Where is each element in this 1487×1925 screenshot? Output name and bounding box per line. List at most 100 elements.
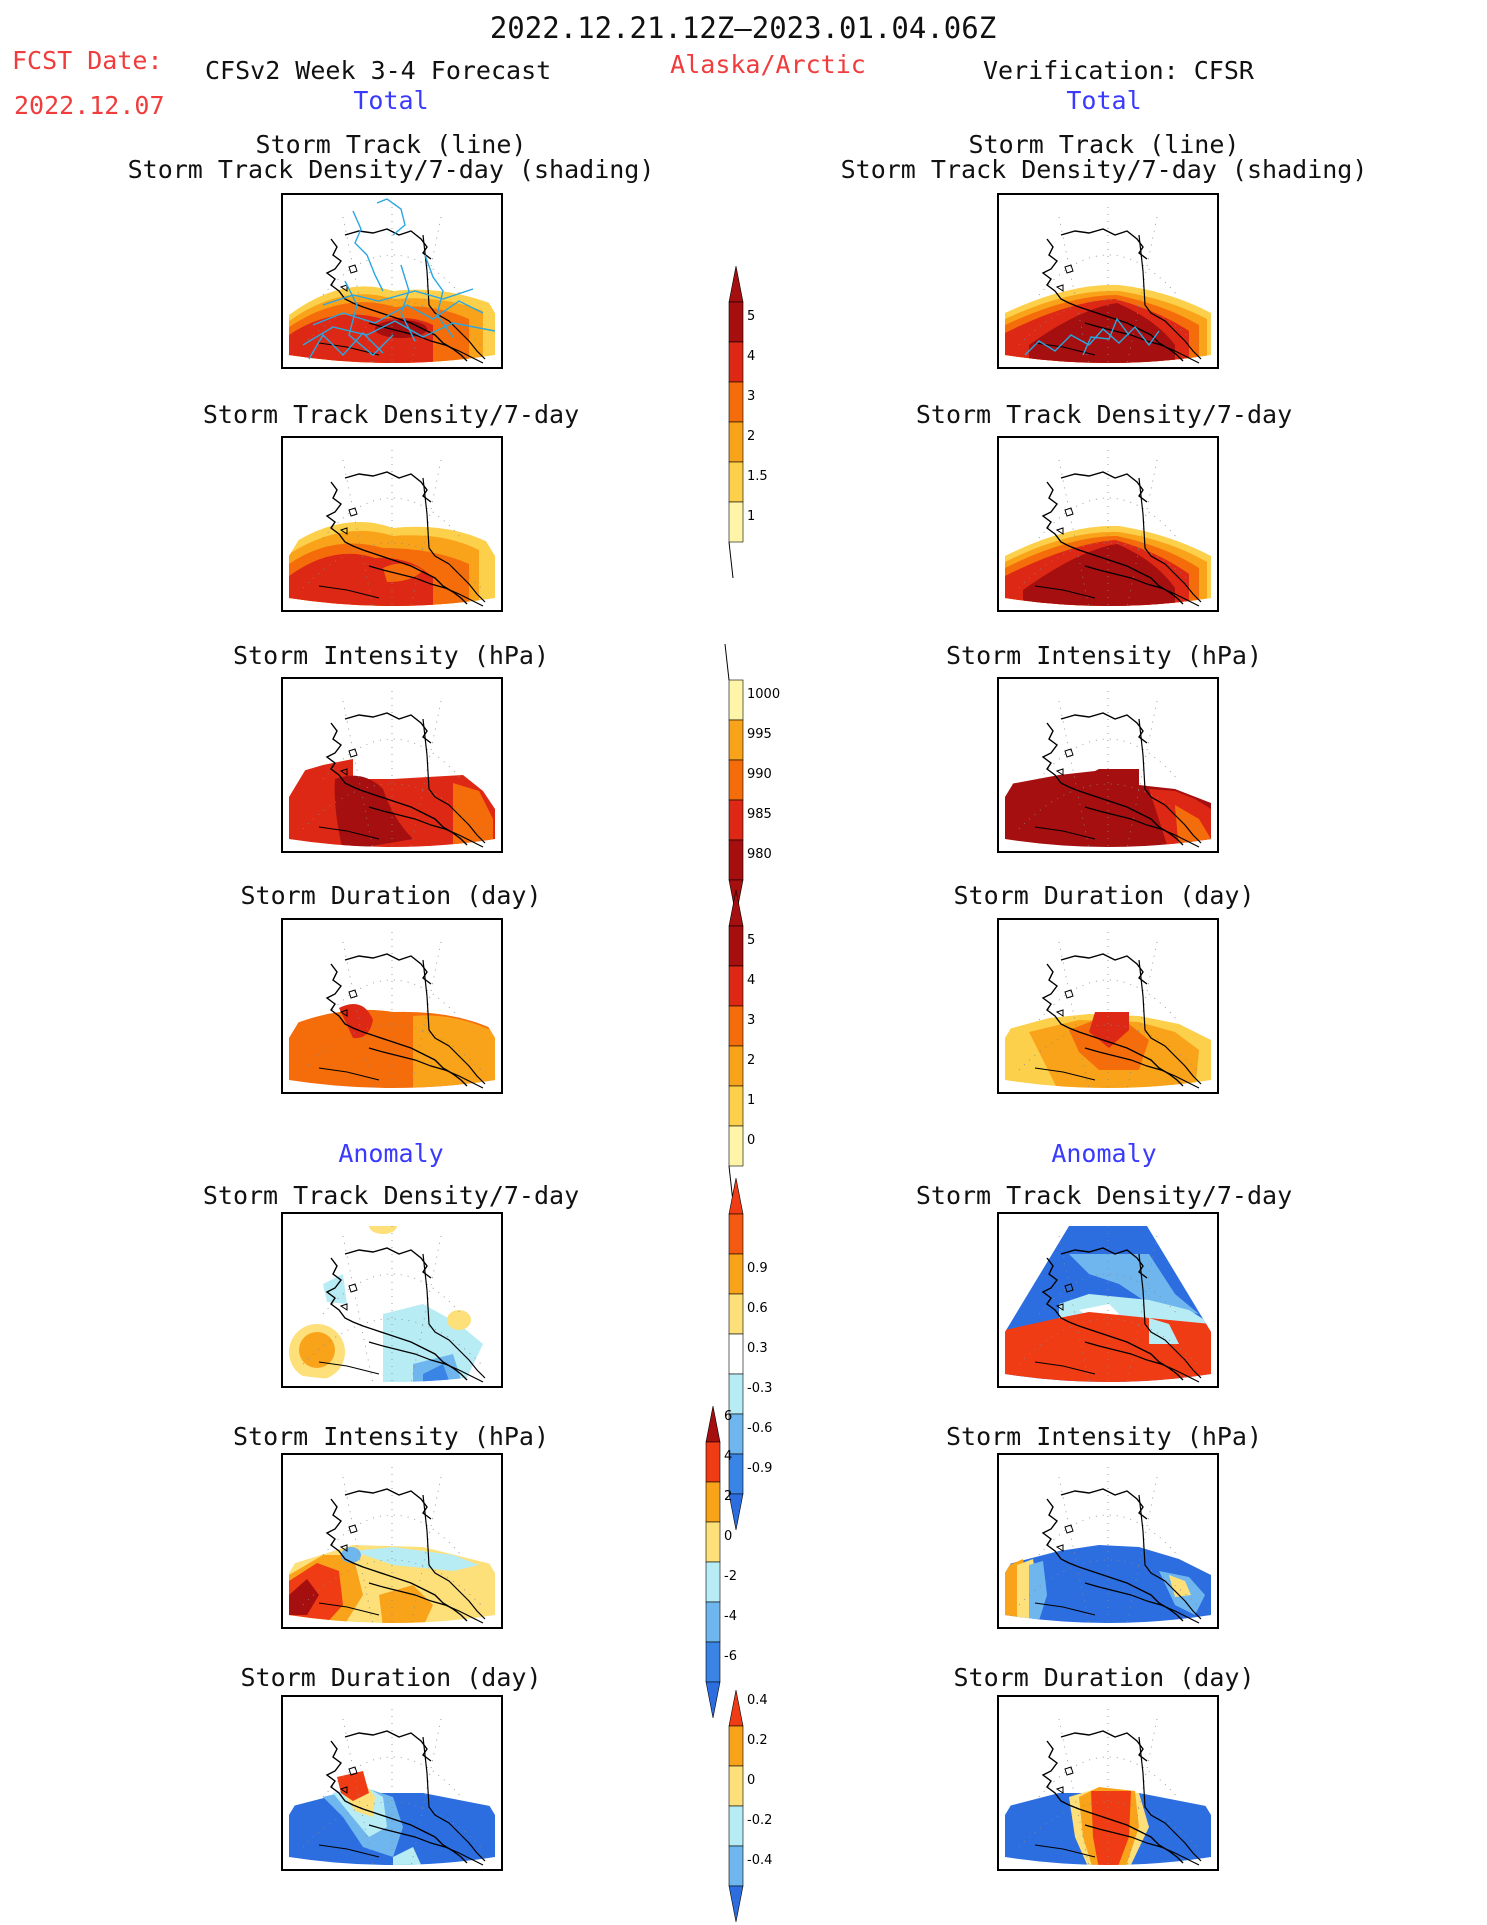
colorbar-band [728,1213,744,1255]
panel-title-track-shading-left: Storm Track Density/7-day (shading) [127,155,655,184]
colorbar-label: 6 [724,1409,732,1424]
colorbar-band [728,759,744,801]
panel-title-density-anom-right: Storm Track Density/7-day [915,1181,1293,1210]
panel-title-duration-right: Storm Duration (day) [953,881,1255,910]
colorbar-label: -0.3 [747,1381,772,1396]
colorbar-label: -0.9 [747,1461,772,1476]
colorbar-band [728,341,744,383]
colorbar-band [728,1125,744,1167]
map-forecast-duration-total [281,918,503,1094]
colorbar-band [728,381,744,423]
colorbar-label: 1000 [747,687,780,702]
panel-title-duration-anom-right: Storm Duration (day) [953,1663,1255,1692]
colorbar-top-arrow [728,265,744,303]
colorbar-band [728,1765,744,1807]
colorbar-band [728,1045,744,1087]
colorbar-band [728,301,744,343]
colorbar-label: 2 [747,429,755,444]
colorbar-top-arrow [705,1405,721,1443]
colorbar-label: 5 [747,309,755,324]
colorbar-band [705,1521,721,1563]
colorbar-label: -2 [724,1569,737,1584]
fcst-date-value: 2022.12.07 [14,91,165,120]
colorbar-label: -0.4 [747,1853,772,1868]
colorbar-band [728,719,744,761]
colorbar-top-arrow [728,1689,744,1727]
map-verification-density-total [997,436,1219,612]
colorbar-label: -0.2 [747,1813,772,1828]
colorbar-label: 980 [747,847,772,862]
map-verification-intensity-anomaly [997,1453,1219,1629]
colorbar-bottom-arrow [728,1493,744,1531]
panel-title-density-right: Storm Track Density/7-day [915,400,1293,429]
colorbar-tail [728,541,734,579]
colorbar-label: 1 [747,509,755,524]
colorbar-band [728,679,744,721]
colorbar-band [728,1805,744,1847]
colorbar-label: -6 [724,1649,737,1664]
colorbar-band [728,501,744,543]
colorbar-label: 0.6 [747,1301,768,1316]
colorbar-band [728,799,744,841]
colorbar-band [728,1725,744,1767]
map-forecast-intensity-total [281,677,503,853]
map-forecast-density-anomaly [281,1212,503,1388]
panel-title-intensity-right: Storm Intensity (hPa) [945,641,1263,670]
panel-title-duration-anom-left: Storm Duration (day) [240,1663,542,1692]
map-forecast-density-total [281,436,503,612]
panel-title-intensity-left: Storm Intensity (hPa) [232,641,550,670]
colorbar-band [728,1293,744,1335]
colorbar-band [728,1333,744,1375]
colorbar-band [705,1441,721,1483]
colorbar-label: 0.3 [747,1341,768,1356]
left-anomaly-label: Anomaly [338,1139,444,1168]
colorbar-band [728,1253,744,1295]
colorbar-label: -0.6 [747,1421,772,1436]
colorbar-duration-total: 5 4 3 2 1 0 [723,889,793,1203]
colorbar-band [728,421,744,463]
panel-title-density-left: Storm Track Density/7-day [202,400,580,429]
panel-title-track-shading-right: Storm Track Density/7-day (shading) [840,155,1368,184]
colorbar-top-arrow [728,889,744,927]
colorbar-band [705,1641,721,1683]
colorbar-density-total: 5 4 3 2 1.5 1 [723,265,793,579]
colorbar-label: 0.9 [747,1261,768,1276]
colorbar-duration-anom: 0.4 0.2 0 -0.2 -0.4 [723,1689,793,1924]
colorbar-label: 1.5 [747,469,768,484]
panel-title-intensity-anom-left: Storm Intensity (hPa) [232,1422,550,1451]
colorbar-band [728,965,744,1007]
colorbar-label: 985 [747,807,772,822]
colorbar-label: 990 [747,767,772,782]
colorbar-label: 4 [747,349,755,364]
panel-title-duration-left: Storm Duration (day) [240,881,542,910]
left-total-label: Total [353,86,429,115]
map-verification-storm-track [997,193,1219,369]
colorbar-top-arrow [728,1177,744,1215]
colorbar-intensity-total: 1000 995 990 985 980 [723,643,793,917]
colorbar-density-anom: 0.9 0.6 0.3 -0.3 -0.6 -0.9 [723,1177,793,1531]
colorbar-band [705,1561,721,1603]
map-forecast-storm-track [281,193,503,369]
map-forecast-duration-anomaly [281,1695,503,1871]
forecast-title: CFSv2 Week 3-4 Forecast [205,56,552,85]
colorbar-bottom-arrow [705,1681,721,1719]
map-verification-density-anomaly [997,1212,1219,1388]
colorbar-label: 0 [747,1773,755,1788]
colorbar-bottom-arrow [728,1885,744,1923]
colorbar-label: 3 [747,389,755,404]
right-anomaly-label: Anomaly [1051,1139,1157,1168]
colorbar-intensity-anom: 6 4 2 0 -2 -4 -6 [700,1405,770,1730]
colorbar-band [728,839,744,881]
colorbar-band [728,461,744,503]
colorbar-label: -4 [724,1609,737,1624]
colorbar-label: 995 [747,727,772,742]
right-total-label: Total [1066,86,1142,115]
colorbar-label: 1 [747,1093,755,1108]
verification-title: Verification: CFSR [983,56,1254,85]
colorbar-label: 4 [724,1449,732,1464]
colorbar-label: 0 [724,1529,732,1544]
colorbar-band [728,925,744,967]
map-verification-intensity-total [997,677,1219,853]
colorbar-label: 0 [747,1133,755,1148]
region-title: Alaska/Arctic [670,50,866,79]
